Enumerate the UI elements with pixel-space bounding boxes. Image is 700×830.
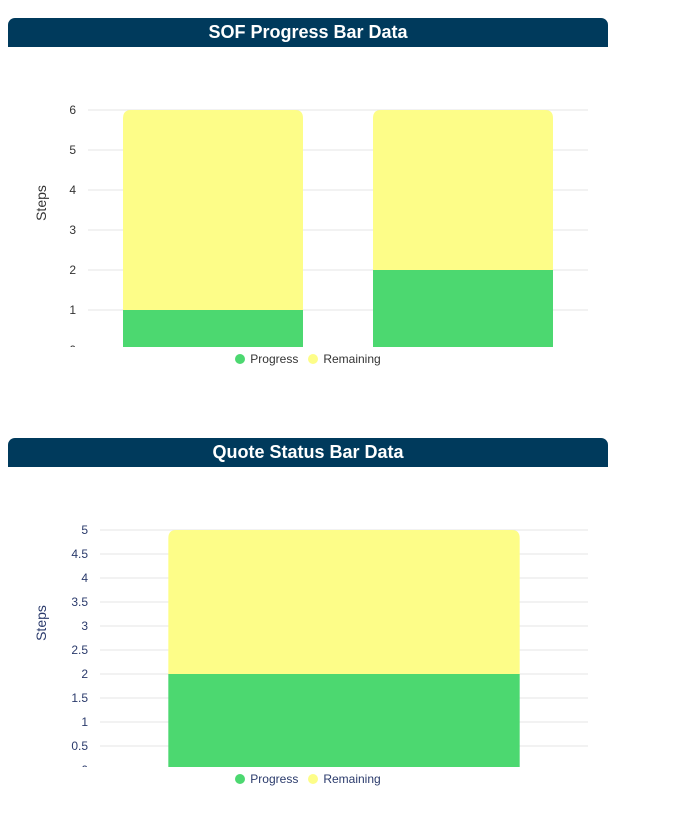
y-tick-label: 6 xyxy=(69,103,76,117)
bar-remaining-1 xyxy=(373,110,553,270)
bar-progress-0 xyxy=(123,310,303,347)
legend-item-progress[interactable]: Progress xyxy=(235,772,298,786)
y-tick-label: 2 xyxy=(81,667,88,681)
bar-remaining-0 xyxy=(168,530,520,674)
y-tick-label: 4 xyxy=(69,183,76,197)
remaining-swatch-icon xyxy=(308,354,319,364)
y-tick-label: 5 xyxy=(81,523,88,537)
y-tick-label: 0 xyxy=(69,343,76,347)
y-tick-label: 4 xyxy=(81,571,88,585)
y-tick-label: 2 xyxy=(69,263,76,277)
chart-area: 00.511.522.533.544.55Em Steps Progress R… xyxy=(8,467,608,827)
legend-label: Remaining xyxy=(323,772,381,786)
quote-status-panel: Quote Status Bar Data 0 0.5 1 1.5 2 2.5 3 3.5 4 4… xyxy=(8,438,608,827)
chart-area: 01234562 Main St.1 Park Ave. Steps Progr… xyxy=(8,47,608,407)
y-axis-title: Steps xyxy=(33,605,49,641)
progress-swatch-icon xyxy=(235,354,246,364)
chart-legend: Progress Remaining xyxy=(8,772,608,786)
bar-remaining-0 xyxy=(123,110,303,310)
y-tick-label: 3.5 xyxy=(71,595,88,609)
y-tick-label: 3 xyxy=(69,223,76,237)
legend-label: Progress xyxy=(250,772,299,786)
y-tick-label: 0 xyxy=(81,763,88,767)
y-tick-label: 1 xyxy=(69,303,76,317)
y-tick-label: 2.5 xyxy=(71,643,88,657)
chart-legend: Progress Remaining xyxy=(8,352,608,366)
sof-progress-panel: SOF Progress Bar Data 01234562 Main St.1… xyxy=(8,18,608,407)
y-tick-label: 4.5 xyxy=(71,547,88,561)
sof-progress-chart: 01234562 Main St.1 Park Ave. xyxy=(69,103,588,347)
remaining-swatch-icon xyxy=(308,774,319,784)
y-tick-label: 1.5 xyxy=(71,691,88,705)
y-tick-label: 0.5 xyxy=(71,739,88,753)
progress-swatch-icon xyxy=(235,774,246,784)
quote-status-chart: 00.511.522.533.544.55Em xyxy=(71,523,588,767)
y-tick-label: 5 xyxy=(69,143,76,157)
legend-label: Remaining xyxy=(323,352,381,366)
legend-label: Progress xyxy=(250,352,299,366)
chart-title: Quote Status Bar Data xyxy=(8,438,608,467)
y-tick-label: 3 xyxy=(81,619,88,633)
legend-item-remaining[interactable]: Remaining xyxy=(308,352,381,366)
bar-progress-0 xyxy=(168,674,520,767)
y-axis-title: Steps xyxy=(33,185,49,221)
y-tick-label: 1 xyxy=(81,715,88,729)
legend-item-remaining[interactable]: Remaining xyxy=(308,772,381,786)
chart-title: SOF Progress Bar Data xyxy=(8,18,608,47)
legend-item-progress[interactable]: Progress xyxy=(235,352,298,366)
bar-progress-1 xyxy=(373,270,553,347)
